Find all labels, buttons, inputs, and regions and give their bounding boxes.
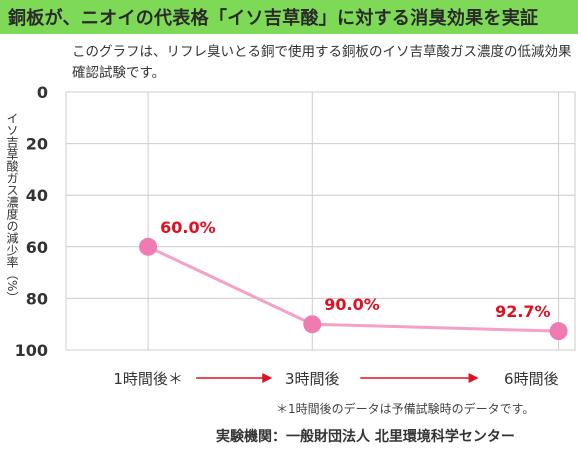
y-tick-label: 0 xyxy=(37,83,48,102)
y-axis-label: イソ吉草酸ガス濃度の減少率（%） xyxy=(5,112,19,304)
x-tick-label: 3時間後 xyxy=(285,370,340,388)
y-tick-label: 100 xyxy=(15,341,48,360)
data-point xyxy=(303,315,322,334)
y-tick-label: 60 xyxy=(26,238,48,257)
data-point xyxy=(549,322,568,341)
data-label: 60.0% xyxy=(160,218,216,237)
data-point xyxy=(139,237,158,256)
x-arrow-head xyxy=(468,373,479,383)
data-label: 90.0% xyxy=(324,295,380,314)
x-arrow-head xyxy=(262,373,273,383)
x-tick-label: 6時間後 xyxy=(504,370,559,388)
chart-description: このグラフは、リフレ臭いとる銅で使用する銅板のイソ吉草酸ガス濃度の低減効果確認試… xyxy=(72,44,572,81)
header-banner: 銅板が、ニオイの代表格「イソ吉草酸」に対する消臭効果を実証 xyxy=(0,0,578,34)
page-title: 銅板が、ニオイの代表格「イソ吉草酸」に対する消臭効果を実証 xyxy=(8,8,539,29)
y-tick-label: 40 xyxy=(26,186,48,205)
footnote: ＊1時間後のデータは予備試験時のデータです。 xyxy=(276,402,535,416)
x-tick-label: 1時間後＊ xyxy=(113,370,183,388)
data-label: 92.7% xyxy=(495,302,551,321)
source-credit: 実験機関：一般財団法人 北里環境科学センター xyxy=(216,429,515,445)
y-tick-label: 20 xyxy=(26,135,48,154)
y-tick-label: 80 xyxy=(26,289,48,308)
